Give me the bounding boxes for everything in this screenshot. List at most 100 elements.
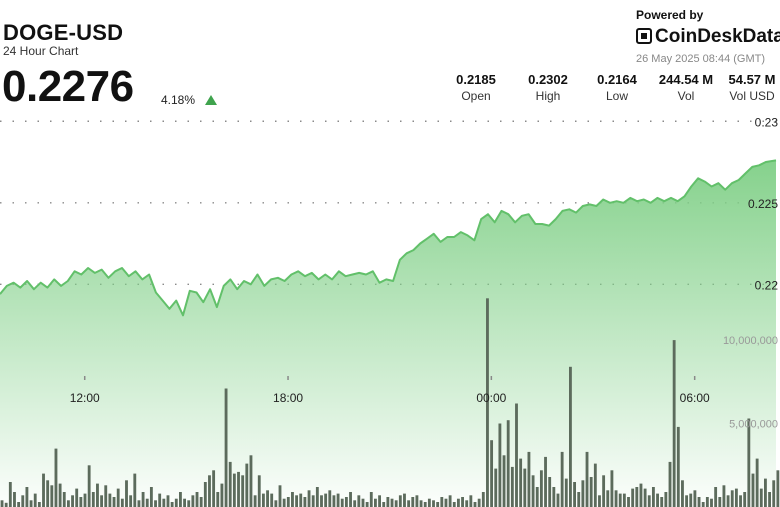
volume-bar [54, 448, 58, 507]
volume-bar [216, 492, 220, 507]
time-tick-label: 00:00 [476, 391, 506, 405]
stat-open: 0.2185 Open [436, 72, 516, 103]
volume-bar [734, 488, 738, 507]
coindesk-logo-icon [636, 28, 652, 44]
volume-bar [328, 490, 332, 507]
volume-bar [332, 495, 336, 507]
volume-bar [183, 498, 186, 507]
volume-bar [75, 488, 79, 507]
volume-bar [622, 493, 626, 507]
volume-bar [58, 483, 62, 507]
volume-bar [618, 493, 622, 507]
volume-bar [701, 502, 705, 507]
volume-bar [374, 498, 377, 507]
volume-bar [390, 498, 394, 507]
volume-bar [307, 490, 311, 507]
volume-bar [672, 340, 676, 507]
volume-bar [560, 451, 564, 507]
volume-bar [303, 497, 307, 507]
volume-bar [162, 498, 166, 507]
volume-bar [191, 495, 195, 507]
powered-by-label: Powered by [636, 8, 704, 22]
volume-bar [539, 470, 543, 507]
volume-bar [461, 497, 464, 507]
volume-bar [137, 500, 141, 507]
volume-bar [705, 497, 709, 507]
stat-vol-usd-label: Vol USD [729, 89, 775, 103]
volume-bar [452, 502, 456, 507]
volume-bar [21, 495, 25, 507]
volume-bar [29, 500, 33, 507]
volume-bar [257, 475, 261, 507]
volume-bar [369, 492, 373, 507]
brand-logo[interactable]: CoinDeskData [636, 26, 780, 48]
volume-bar [681, 480, 684, 507]
price-area-fill [0, 160, 776, 507]
volume-bar [710, 498, 713, 507]
volume-bar [415, 495, 419, 507]
volume-bar [104, 485, 108, 507]
volume-bar [473, 502, 477, 507]
volume-bar [569, 366, 572, 507]
volume-bar [291, 492, 294, 507]
volume-bar [120, 498, 124, 507]
volume-bar [647, 495, 651, 507]
volume-tick-label: 5,000,000 [729, 419, 778, 431]
volume-bar [62, 492, 66, 507]
volume-bar [739, 495, 742, 507]
volume-bar [776, 470, 780, 507]
volume-bar [378, 495, 381, 507]
time-tick-label: 06:00 [680, 391, 710, 405]
volume-bar [419, 500, 423, 507]
volume-bar [548, 477, 552, 507]
volume-bar [411, 497, 415, 507]
volume-bar [593, 463, 597, 507]
volume-bar [382, 502, 386, 507]
volume-bar [25, 487, 29, 507]
volume-bar [519, 458, 523, 507]
volume-bar [270, 493, 274, 507]
price-tick-label: 0.23 [755, 115, 779, 129]
volume-bar [544, 456, 547, 507]
stat-vol-usd-value: 54.57 M [728, 72, 776, 87]
volume-bar [651, 487, 655, 507]
volume-bar [87, 465, 91, 507]
volume-bar [133, 473, 137, 507]
volume-bar [33, 493, 37, 507]
price-tick-label: 0.225 [748, 197, 778, 211]
volume-bar [154, 500, 157, 507]
volume-bar [656, 493, 659, 507]
volume-bar [432, 500, 435, 507]
volume-bar [365, 502, 369, 507]
volume-bar [66, 500, 70, 507]
stat-high-label: High [535, 89, 561, 103]
volume-bar [726, 495, 730, 507]
volume-bar [344, 497, 348, 507]
volume-bar [714, 487, 718, 507]
volume-bar [693, 490, 697, 507]
stat-low: 0.2164 Low [577, 72, 657, 103]
volume-bar [237, 471, 240, 507]
volume-bar [50, 485, 54, 507]
volume-bar [79, 497, 83, 507]
volume-bar [465, 500, 469, 507]
volume-bar [631, 488, 635, 507]
volume-bar [664, 492, 668, 507]
volume-bar [494, 468, 498, 507]
volume-bar [486, 298, 489, 507]
volume-bar [158, 493, 162, 507]
volume-bar [203, 482, 207, 507]
volume-bar [96, 483, 99, 507]
stat-open-label: Open [461, 89, 491, 103]
stat-low-value: 0.2164 [597, 72, 637, 87]
stat-vol: 244.54 M Vol [646, 72, 726, 103]
volume-bar [643, 488, 647, 507]
timestamp: 26 May 2025 08:44 (GMT) [636, 53, 766, 65]
volume-bar [444, 498, 448, 507]
volume-bar [170, 502, 174, 507]
volume-bar [91, 492, 95, 507]
volume-bar [722, 485, 726, 507]
volume-bar [660, 497, 664, 507]
volume-bar [635, 487, 639, 507]
volume-bar [398, 495, 402, 507]
